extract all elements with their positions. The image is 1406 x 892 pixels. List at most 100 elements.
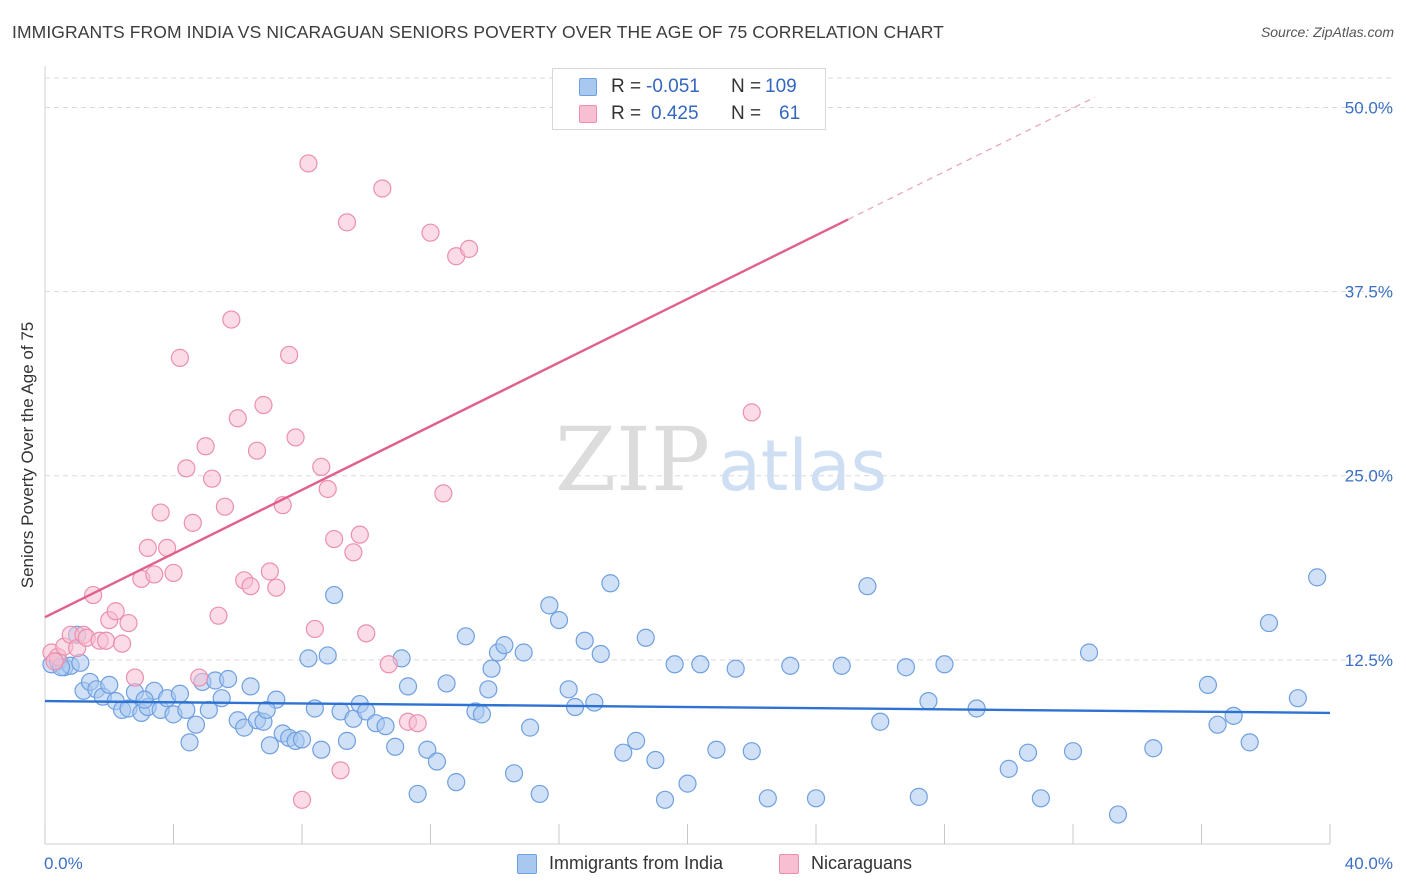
nicaraguan-point [337,213,357,232]
india-point [292,730,312,749]
india-point [418,740,437,759]
india-point [636,628,655,647]
nicaraguan-point [344,543,363,562]
india-point [871,712,890,731]
nicaraguan-point [305,619,324,639]
india-r-value: -0.051 [646,76,700,97]
nicaraguan-point [170,348,190,367]
stats-legend: R = -0.051 N = 109 R = 0.425 N = 61 [552,68,826,130]
nicaraguan-point [357,624,376,643]
tick-labels: 12.5% 25.0% 37.5% 50.0% 0.0% 40.0% [44,98,1393,873]
nicaraguan-point [742,403,761,422]
india-point [781,656,800,675]
india-point [999,759,1018,778]
india-point [832,656,851,675]
india-point [559,680,578,699]
chart-source: Source: ZipAtlas.com [1260,24,1394,40]
india-point [135,690,154,709]
india-point [919,692,938,711]
india-point [1259,613,1279,633]
nicaraguan-point [190,668,209,687]
trend-layer [44,96,1331,715]
india-point [1063,742,1083,761]
nicaraguan-point [325,529,344,549]
nicaraguan-point [286,428,305,447]
nicaraguan-point [331,761,350,780]
india-r-label: R = [611,76,642,97]
chart-title: IMMIGRANTS FROM INDIA VS NICARAGUAN SENI… [12,22,944,42]
india-point [530,784,549,804]
india-point [520,718,540,737]
india-point [100,675,119,695]
nicaraguan-trend-line [44,218,849,619]
nicaraguan-point [222,310,241,329]
nicaraguan-point [164,563,183,583]
nicaraguan-point [373,179,392,198]
india-point [1308,568,1327,587]
nicaraguan-point [299,154,318,173]
india-point [665,655,684,674]
india-point [1288,689,1307,708]
nicaraguans-n-value: 61 [779,103,801,124]
legend-india-swatch [517,854,537,874]
y-axis-label: Seniors Poverty Over the Age of 75 [18,322,37,588]
x-tick-label-max: 40.0% [1345,854,1393,873]
india-point [1198,675,1218,695]
y-tick-label: 37.5% [1345,283,1393,302]
india-point [591,644,610,664]
india-point [1108,805,1128,824]
india-point [427,752,447,771]
nicaraguan-point [125,668,145,687]
india-point [726,659,745,678]
nicaraguan-trend-extension [847,96,1096,220]
nicaraguan-point [45,652,64,671]
india-point [180,733,199,752]
india-point [1224,706,1243,725]
axis-layer [44,66,1331,845]
india-point [437,674,456,693]
india-point [678,774,697,793]
x-tick-label-min: 0.0% [44,854,83,873]
india-point [386,737,405,756]
india-point [1031,789,1050,808]
y-tick-label: 25.0% [1345,467,1393,486]
india-point [219,669,238,689]
stats-row-india: R = -0.051 N = 109 [553,74,825,100]
nicaraguan-point [247,441,267,460]
nicaraguan-point [318,479,337,499]
nicaraguan-point [151,503,170,522]
india-point [896,658,916,677]
india-point [447,773,466,792]
legend-india-label: Immigrants from India [549,853,724,873]
india-point [655,790,675,809]
nicaraguans-r-value: 0.425 [651,103,699,124]
nicaraguan-point [196,437,215,456]
india-point [337,731,357,750]
nicaraguan-point [215,497,234,516]
india-point [614,743,633,762]
nicaraguan-point [434,484,453,503]
india-point [540,596,559,615]
india-point [241,677,260,696]
y-tick-label: 12.5% [1345,651,1393,670]
india-point [456,627,475,646]
nicaraguan-point [421,223,440,242]
nicaraguan-point [228,409,247,428]
india-point [186,715,206,734]
india-point [601,574,620,593]
nicaraguan-point [292,790,312,809]
nicaraguan-point [96,631,116,650]
india-point [549,610,569,630]
india-point [170,684,190,703]
nicaraguan-point [209,606,228,625]
india-point [758,789,777,808]
nicaraguan-point [350,525,369,544]
nicaraguan-point [145,565,164,584]
points-layer [42,154,1327,824]
india-point [376,717,395,736]
nicaraguan-point [177,459,196,478]
series-legend: Immigrants from India Nicaraguans [0,852,1406,878]
india-point [514,643,533,662]
india-n-value: 109 [765,76,797,97]
